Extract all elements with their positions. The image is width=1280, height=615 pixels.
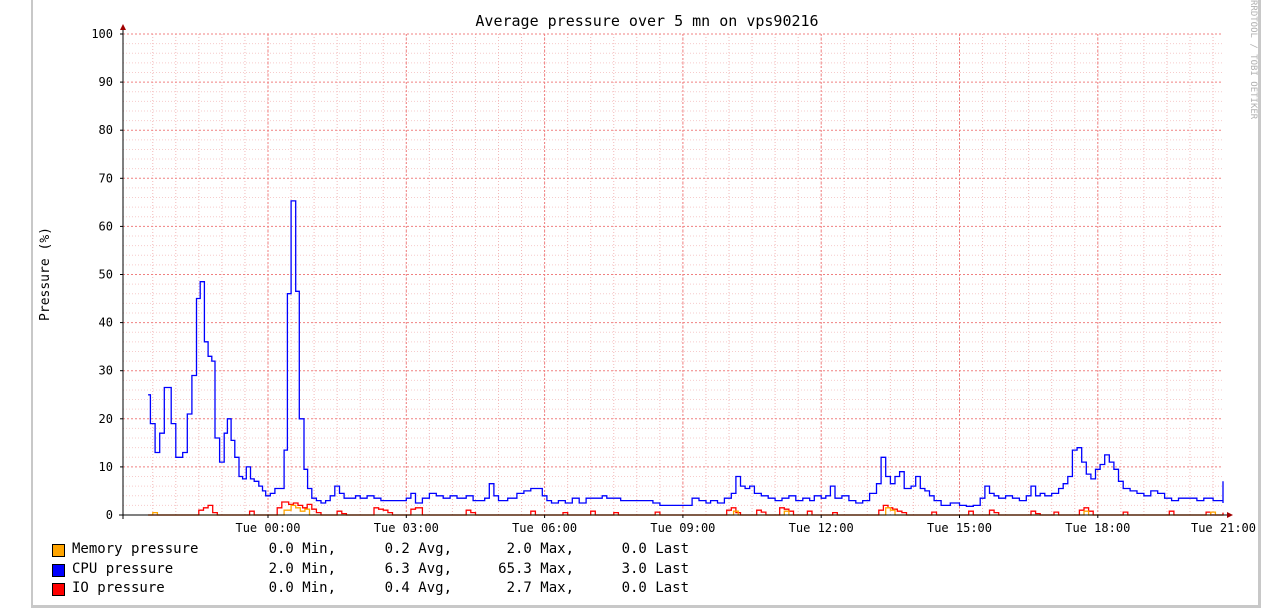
x-tick-label: Tue 15:00 — [927, 521, 992, 535]
legend-stat-last: 0.0 Last — [621, 541, 689, 557]
x-tick-label: Tue 03:00 — [374, 521, 439, 535]
legend-series-name: IO pressure — [72, 580, 165, 596]
legend-series-name: CPU pressure — [72, 560, 174, 577]
y-tick-label: 60 — [99, 219, 113, 233]
legend-swatch — [52, 544, 65, 557]
y-axis-label: Pressure (%) — [38, 227, 53, 321]
legend-stat-min: 2.0 Min, — [268, 560, 336, 577]
y-tick-label: 70 — [99, 171, 113, 185]
x-tick-label: Tue 09:00 — [650, 521, 715, 535]
x-tick-label: Tue 21:00 — [1191, 521, 1256, 535]
frame-border-bottom — [31, 605, 1261, 608]
legend-stat-avg: 6.3 Avg, — [384, 560, 452, 577]
y-tick-label: 90 — [99, 75, 113, 89]
legend-stat-avg: 0.2 Avg, — [384, 541, 452, 557]
legend-entry: CPU pressure 2.0 Min, 6.3 Avg, 65.3 Max, 3.0… — [52, 561, 752, 580]
legend-stat-max: 2.7 Max, — [506, 580, 574, 596]
legend-swatch — [52, 583, 65, 596]
y-tick-label: 80 — [99, 123, 113, 137]
y-tick-label: 50 — [99, 268, 113, 282]
y-tick-label: 0 — [106, 508, 113, 522]
y-tick-label: 10 — [99, 460, 113, 474]
legend-entry: IO pressure 0.0 Min, 0.4 Avg, 2.7 Max, 0.0 L… — [52, 580, 752, 599]
x-tick-label: Tue 12:00 — [789, 521, 854, 535]
y-tick-label: 20 — [99, 412, 113, 426]
y-tick-label: 100 — [91, 27, 113, 41]
rrdtool-credit: RRDTOOL / TOBI OETIKER — [1248, 0, 1258, 120]
legend-swatch — [52, 563, 65, 577]
y-axis-arrow — [120, 24, 126, 30]
x-tick-label: Tue 00:00 — [235, 521, 300, 535]
tick-labels: 0 10 20 30 40 50 60 70 80 90 100 Tue 00:00 Tue 03:00… — [91, 27, 1256, 535]
legend-stat-min: 0.0 Min, — [268, 580, 336, 596]
x-tick-label: Tue 06:00 — [512, 521, 577, 535]
pressure-chart: Average pressure over 5 mn on vps90216 P… — [38, 12, 1256, 535]
x-tick-label: Tue 18:00 — [1065, 521, 1130, 535]
frame-border-left — [31, 0, 33, 608]
legend-entry: Memory pressure 0.0 Min, 0.2 Avg, 2.0 Max, 0… — [52, 541, 752, 560]
legend-stat-last: 0.0 Last — [621, 580, 689, 596]
legend-stat-last: 3.0 Last — [621, 560, 689, 577]
series-line-io-pressure — [148, 501, 1224, 516]
x-axis-arrow — [1227, 512, 1233, 518]
axes — [119, 24, 1233, 519]
grid — [123, 33, 1223, 516]
y-tick-label: 40 — [99, 316, 113, 330]
frame-border-right — [1258, 0, 1261, 608]
legend-stat-max: 2.0 Max, — [506, 541, 574, 557]
legend-stat-min: 0.0 Min, — [268, 541, 336, 557]
legend-series-name: Memory pressure — [72, 541, 199, 557]
y-tick-label: 30 — [99, 364, 113, 378]
series-line-memory-pressure — [148, 504, 1223, 516]
legend-stat-avg: 0.4 Avg, — [384, 580, 452, 596]
series-layer — [148, 200, 1224, 516]
chart-title: Average pressure over 5 mn on vps90216 — [475, 12, 818, 30]
series-line-cpu-pressure — [148, 200, 1224, 507]
legend-stat-max: 65.3 Max, — [498, 560, 574, 577]
